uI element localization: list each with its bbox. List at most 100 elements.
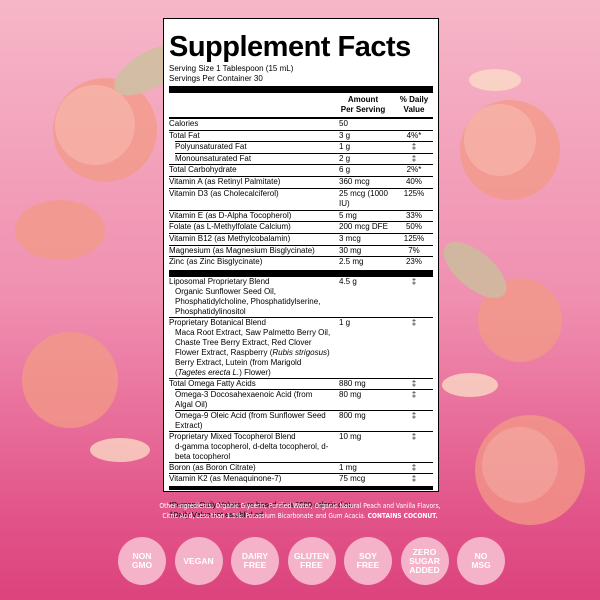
amount: 3 g <box>339 130 351 140</box>
nutrient-name: Zinc (as Zinc Bisglycinate) <box>169 257 263 267</box>
nutrient-name: Omega-9 Oleic Acid (from Sunflower Seed … <box>175 410 326 430</box>
fact-row: Total Omega Fatty Acids 880 mg ‡ <box>169 377 433 389</box>
badge: SOY FREE <box>344 537 392 585</box>
amount: 1 g <box>339 142 351 152</box>
nutrient-name: Proprietary Mixed Tocopherol Blend <box>169 431 296 441</box>
badge-text: DAIRY <box>241 551 269 561</box>
amount: 5 mg <box>339 210 357 220</box>
nutrient-name: Polyunsaturated Fat <box>175 142 247 152</box>
nutrient-name: Liposomal Proprietary Blend <box>169 276 270 286</box>
badge: DAIRY FREE <box>231 537 279 585</box>
fact-row: Omega-9 Oleic Acid (from Sunflower Seed … <box>175 409 433 431</box>
badge: VEGAN <box>174 537 223 585</box>
badge: NO MSG <box>457 537 505 585</box>
detail-text: Organic Sunflower Seed Oil, Phosphatidyl… <box>175 286 321 316</box>
daily-value: 40% <box>405 176 422 186</box>
nutrient-name: Magnesium (as Magnesium Bisglycinate) <box>169 245 315 255</box>
nutrient-name: Proprietary Botanical Blend <box>169 317 266 327</box>
spacer <box>395 119 433 130</box>
fact-row: Calories 50 <box>169 119 433 130</box>
badge-text: SUGAR <box>409 555 440 566</box>
facts-panel: Supplement Facts Serving Size 1 Tablespo… <box>163 18 439 519</box>
fact-row: Total Fat 3 g 4%* <box>169 129 433 142</box>
daily-value: 7% <box>408 245 420 255</box>
blend-detail: Maca Root Extract, Saw Palmetto Berry Oi… <box>169 328 331 378</box>
column-header: Amount Per Serving % Daily Value <box>169 93 433 117</box>
daily-value: 23% <box>405 257 422 267</box>
fact-row: Vitamin B12 (as Methylcobalamin) 3 mcg 125… <box>169 232 433 245</box>
footnotes: *Percent Daily Values are based on a 200… <box>169 496 433 520</box>
badge-text: GMO <box>131 560 153 570</box>
amount: 360 mcg <box>339 176 370 186</box>
amount: 50 <box>339 119 348 128</box>
fact-row: Polyunsaturated Fat 1 g ‡ <box>175 141 433 153</box>
rule <box>169 485 433 490</box>
amount: 2 g <box>339 153 351 163</box>
servings-per-container: Servings Per Container 30 <box>169 74 263 83</box>
badge-text: NON <box>132 551 152 561</box>
amount: 10 mg <box>339 431 362 441</box>
header-amount: Per Serving <box>340 105 386 114</box>
daily-value: 4%* <box>406 130 422 140</box>
daily-value: 2%* <box>406 165 422 175</box>
title: Supplement Facts <box>169 31 411 63</box>
detail-text: ) Berry Extract, Lutein (from Marigold ( <box>175 347 330 377</box>
nutrient-name: Vitamin B12 (as Methylcobalamin) <box>169 233 291 243</box>
daily-value: ‡ <box>411 473 417 483</box>
blend-list: Liposomal Proprietary Blend 4.5 g ‡ Organic… <box>169 277 433 484</box>
amount: 1 g <box>339 317 351 327</box>
rule <box>169 269 433 277</box>
header-dv: Value <box>403 105 425 114</box>
daily-value: 50% <box>405 222 422 232</box>
badge: NON GMO <box>118 537 166 585</box>
amount: 6 g <box>339 165 351 175</box>
detail-text: d-gamma tocopherol, d-delta tocopherol, … <box>175 441 329 461</box>
amount: 200 mcg DFE <box>339 222 388 232</box>
footnote: ‡Daily Value not established. <box>169 509 266 519</box>
fact-row: Vitamin E (as D-Alpha Tocopherol) 5 mg 33% <box>169 209 433 222</box>
badge-text: MSG <box>471 560 491 570</box>
allergen-warning: CONTAINS COCONUT. <box>367 511 438 520</box>
nutrient-name: Vitamin E (as D-Alpha Tocopherol) <box>169 210 292 220</box>
daily-value: ‡ <box>411 317 417 327</box>
fact-row: Vitamin K2 (as Menaquinone-7) 75 mcg ‡ <box>169 472 433 484</box>
fact-row: Vitamin D3 (as Cholecalciferol) 25 mcg (1… <box>169 187 433 210</box>
daily-value: 125% <box>403 188 425 198</box>
fact-row: Zinc (as Zinc Bisglycinate) 2.5 mg 23% <box>169 256 433 268</box>
amount: 25 mcg (1000 IU) <box>339 188 388 209</box>
detail-text: Rubis strigosus <box>272 347 328 357</box>
blend-detail: Organic Sunflower Seed Oil, Phosphatidyl… <box>169 287 331 317</box>
fact-row: Proprietary Botanical Blend 1 g ‡ Maca Root… <box>169 316 433 378</box>
daily-value: ‡ <box>411 276 417 286</box>
rule <box>169 86 433 93</box>
badge-text: NO <box>474 551 488 561</box>
badge-text: SOY <box>359 551 377 561</box>
fact-row: Liposomal Proprietary Blend 4.5 g ‡ Organic… <box>169 277 433 317</box>
header-dv: % Daily <box>399 95 429 104</box>
detail-text: ) Flower) <box>239 367 271 377</box>
ingredients-text: Other Ingredients: Organic Glycerin, Pur… <box>159 502 441 520</box>
amount: 4.5 g <box>339 276 357 286</box>
badge-text: VEGAN <box>183 555 214 566</box>
daily-value: ‡ <box>411 462 417 472</box>
daily-value: ‡ <box>411 153 417 163</box>
fact-row: Folate (as L-Methylfolate Calcium) 200 mc… <box>169 221 433 233</box>
footnote: *Percent Daily Values are based on a 200… <box>169 499 353 509</box>
fact-row: Vitamin A (as Retinyl Palmitate) 360 mcg 4… <box>169 175 433 188</box>
badges: NON GMO VEGAN DAIRY FREE GLUTEN FREE SOY FREE ZER… <box>118 537 505 585</box>
daily-value: ‡ <box>411 378 417 388</box>
nutrient-name: Vitamin K2 (as Menaquinone-7) <box>169 473 282 483</box>
ingredients: Other Ingredients: Organic Glycerin, Pur… <box>156 502 444 521</box>
blend-detail: d-gamma tocopherol, d-delta tocopherol, … <box>169 442 331 462</box>
nutrient-list: Calories 50 Total Fat 3 g 4%* Polyunsaturated… <box>169 119 433 268</box>
daily-value: 125% <box>403 233 425 243</box>
badge: GLUTEN FREE <box>287 537 336 585</box>
header-amount: Amount <box>347 95 379 104</box>
serving-size: Serving Size 1 Tablespoon (15 mL) <box>169 64 294 73</box>
amount: 880 mg <box>339 378 366 388</box>
detail-text: Tagetes erecta L. <box>177 367 240 377</box>
rule <box>169 117 433 119</box>
daily-value: ‡ <box>411 142 417 152</box>
badge-text: ZERO <box>412 546 437 557</box>
